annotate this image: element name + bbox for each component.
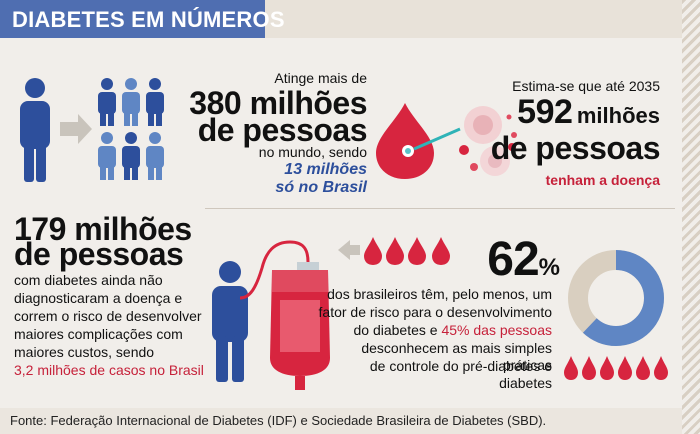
blood-drop-icon (376, 103, 434, 179)
stat4-line3: do diabetes e 45% das pessoas (330, 322, 553, 339)
blood-illustration (376, 103, 517, 179)
people-illustration (20, 78, 164, 182)
pointer-line (413, 127, 461, 151)
decorative-stripe (682, 0, 700, 434)
stat4-value: 62 (487, 233, 539, 286)
blood-drop-icon (582, 356, 596, 380)
footer: Fonte: Federação Internacional de Diabet… (0, 408, 682, 434)
stat3-line: com diabetes ainda não (14, 272, 163, 288)
person-icon (98, 78, 116, 126)
blood-drop-icon (432, 237, 450, 265)
blood-cell-icon (470, 163, 478, 171)
blood-cell-icon (464, 106, 502, 144)
blood-drop-icon (408, 237, 426, 265)
stat3-brazil: 3,2 milhões de casos no Brasil (14, 362, 204, 378)
tube-line (239, 240, 310, 300)
stat1-intro: Atinge mais de (274, 70, 367, 86)
stat3-value-line1: 179 milhões (14, 211, 192, 247)
stat2-value-unit: milhões (576, 103, 660, 128)
blood-cell-icon (506, 114, 512, 120)
stat3-line: correm o risco de desenvolver (14, 308, 202, 324)
donut-value-arc (568, 250, 664, 346)
stat4-line1: dos brasileiros têm, pelo menos, um (327, 286, 552, 302)
blood-drop-icon (364, 237, 382, 265)
stat2-outro: tenham a doença (545, 172, 660, 188)
section-divider (205, 208, 675, 209)
blood-drop-icon (636, 356, 650, 380)
stat3-line: maiores complicações com (14, 326, 183, 342)
blood-cell-icon (508, 143, 516, 151)
stat4-line2: fator de risco para o desenvolvimento (318, 304, 552, 320)
arrow-right-icon (60, 114, 92, 144)
stat4-value-row: 62% (470, 232, 560, 287)
arrow-left-icon (338, 240, 360, 260)
person-icon (122, 132, 140, 180)
stat4-unit: % (538, 254, 560, 281)
stat4-line4: desconhecem as mais simples práticas (361, 340, 552, 373)
person-icon (98, 132, 116, 180)
stat3-line: maiores custos, sendo (14, 344, 155, 360)
stat1-mid: no mundo, sendo (258, 144, 367, 160)
header-bar (0, 0, 265, 38)
stat4-line3-b: 45% das pessoas (441, 322, 552, 338)
person-icon (146, 132, 164, 180)
blood-drop-icon (654, 356, 668, 380)
stat2-value-line2: de pessoas (490, 130, 661, 166)
blood-cell-icon (459, 145, 469, 155)
donation-illustration (212, 240, 330, 390)
blood-drop-icon (618, 356, 632, 380)
stat2-value: 592 (517, 93, 573, 131)
blood-drop-icon (564, 356, 578, 380)
blood-bag-icon (270, 262, 330, 390)
donut-chart (568, 250, 664, 346)
source-note: Fonte: Federação Internacional de Diabet… (10, 413, 547, 428)
stat4-line3-a: do diabetes e (353, 322, 438, 338)
drops-row-bottom (564, 356, 668, 380)
stat3-line: diagnosticaram a doença e (14, 290, 183, 306)
stat4-line5: de controle do pré-diabetes e diabetes (369, 358, 552, 391)
header: DIABETES EM NÚMEROS (0, 0, 700, 38)
blood-cell-icon (511, 132, 517, 138)
stat1-value-line1: 380 milhões (189, 85, 367, 121)
stat1-brazil-line1: 13 milhões (284, 161, 367, 178)
person-icon (212, 261, 248, 382)
stat3-value-line2: de pessoas (14, 236, 184, 272)
page-title: DIABETES EM NÚMEROS (12, 7, 285, 32)
blood-drop-icon (600, 356, 614, 380)
stat1-brazil-line2: só no Brasil (275, 179, 367, 196)
person-icon (20, 78, 50, 182)
stat1-value-line2: de pessoas (197, 112, 368, 148)
drops-row-top (338, 237, 450, 265)
person-icon (122, 78, 140, 126)
person-icon (146, 78, 164, 126)
stat2-value-row: 592 milhões (510, 95, 660, 129)
magnifier-center (405, 148, 411, 154)
blood-drop-icon (386, 237, 404, 265)
blood-cell-icon (480, 146, 510, 176)
stat2-intro: Estima-se que até 2035 (512, 78, 660, 94)
